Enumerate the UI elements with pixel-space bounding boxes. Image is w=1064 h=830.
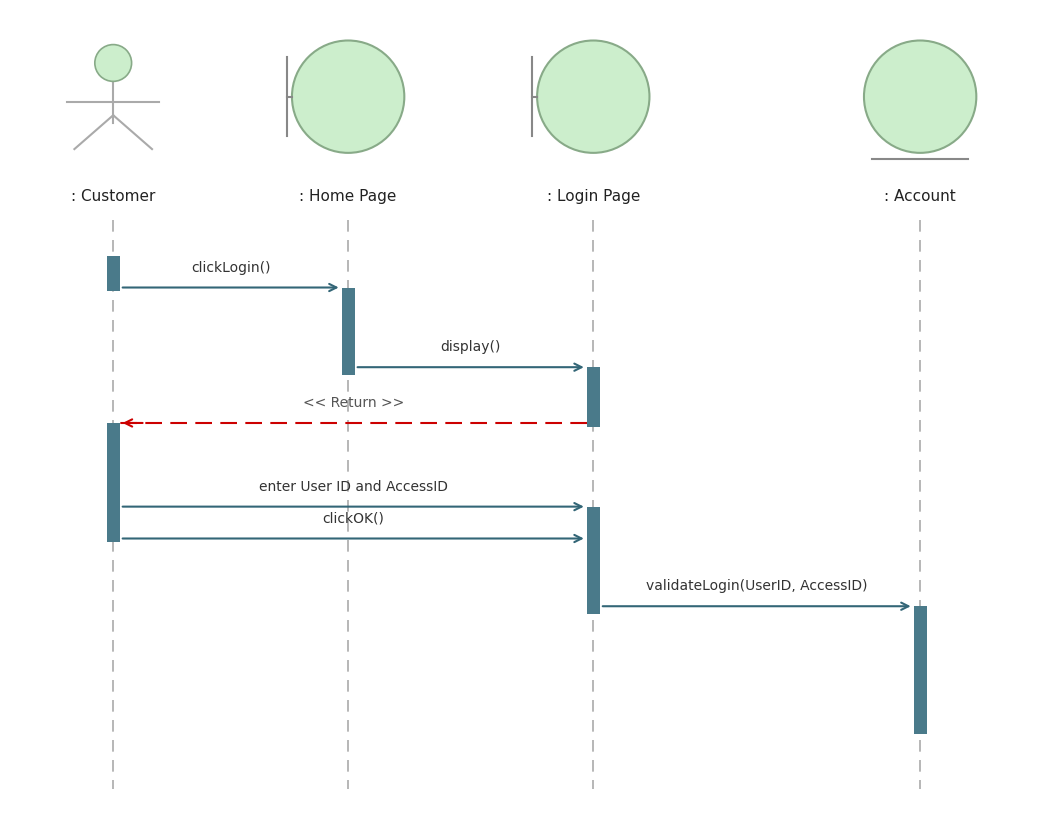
Text: : Customer: : Customer <box>71 188 155 203</box>
Bar <box>106 256 120 291</box>
Ellipse shape <box>537 41 649 153</box>
Text: validateLogin(UserID, AccessID): validateLogin(UserID, AccessID) <box>646 579 867 593</box>
Text: display(): display() <box>440 340 501 354</box>
Ellipse shape <box>95 45 132 81</box>
Bar <box>586 367 600 427</box>
Text: enter User ID and AccessID: enter User ID and AccessID <box>259 480 448 494</box>
Bar <box>342 287 354 375</box>
Ellipse shape <box>292 41 404 153</box>
Bar <box>586 506 600 614</box>
Text: : Login Page: : Login Page <box>547 188 639 203</box>
Text: : Home Page: : Home Page <box>299 188 397 203</box>
Text: clickLogin(): clickLogin() <box>190 261 270 275</box>
Text: clickOK(): clickOK() <box>322 512 384 525</box>
Bar <box>106 423 120 543</box>
Text: << Return >>: << Return >> <box>302 396 404 410</box>
Ellipse shape <box>864 41 977 153</box>
Text: : Account: : Account <box>884 188 957 203</box>
Bar <box>914 606 927 734</box>
